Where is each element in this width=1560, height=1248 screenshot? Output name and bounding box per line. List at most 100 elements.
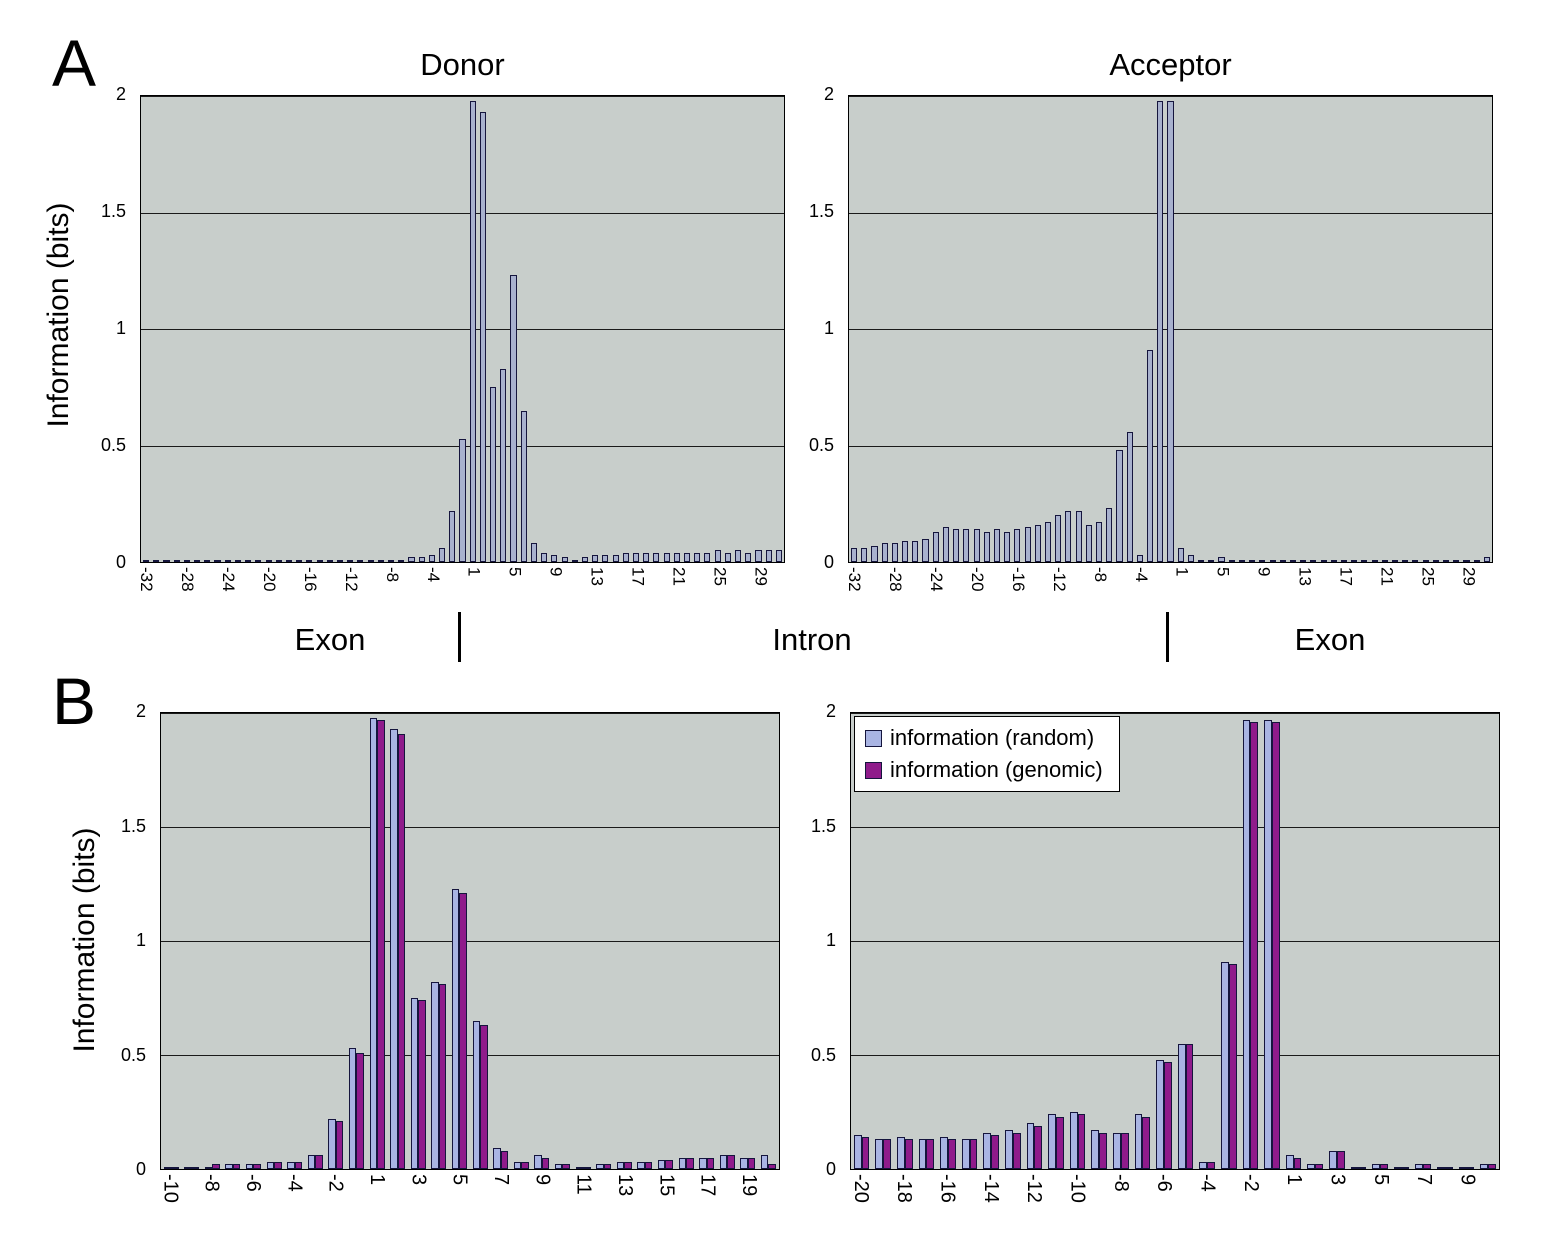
acceptor-comparison-bar: [875, 1139, 884, 1169]
donor-bar: [469, 100, 476, 562]
x-tick-label: 17: [696, 1174, 719, 1197]
donor-bar: [653, 552, 660, 562]
x-tick-label: 13: [587, 567, 607, 586]
donor-bar: [204, 559, 211, 562]
donor-y-axis: 0 0.5 1 1.5 2: [84, 84, 134, 572]
acceptor-bar: [1177, 548, 1184, 562]
acceptor-bar: [1351, 559, 1358, 562]
x-tick-label: 17: [628, 567, 648, 586]
acceptor-comparison-bar: [1444, 1166, 1453, 1169]
acceptor-bar: [1381, 559, 1388, 562]
donor-comparison-bar: [727, 1155, 735, 1169]
donor-comparison-bar: [212, 1164, 220, 1169]
donor-comparison-bar: [377, 719, 385, 1169]
donor-comparison-bar: [493, 1148, 501, 1169]
acceptor-comparison-bar: [1199, 1162, 1208, 1169]
donor-comparison-bar: [740, 1157, 748, 1169]
donor-bar: [439, 548, 446, 562]
donor-comparison-bar: [665, 1159, 673, 1169]
donor-comparison-bar: [644, 1162, 653, 1169]
acceptor-comparison-bar: [1113, 1132, 1121, 1169]
acceptor-comparison-bar: [1221, 961, 1229, 1169]
acceptor-bar: [1432, 559, 1439, 562]
donor-comparison-plot-area: [160, 712, 780, 1170]
acceptor-bar: [1034, 524, 1041, 562]
acceptor-bar: [1391, 559, 1399, 562]
acceptor-comparison-bar: [1329, 1150, 1337, 1169]
acceptor-comparison-bar: [1379, 1164, 1388, 1169]
donor-comparison-bar: [534, 1155, 542, 1169]
acceptor-bar: [1238, 559, 1245, 562]
acceptor-comparison-bar: [1120, 1132, 1129, 1169]
x-tick-label: -4: [1131, 567, 1151, 583]
x-tick-label: 9: [546, 567, 566, 577]
donor-bar: [336, 559, 344, 562]
x-tick-label: 17: [1336, 567, 1356, 586]
acceptor-bar: [963, 529, 970, 562]
acceptor-comparison-bar: [1336, 1150, 1345, 1169]
y-tick-label: 0.5: [100, 435, 126, 455]
acceptor-comparison-bar: [1142, 1116, 1151, 1169]
donor-bar: [296, 559, 303, 562]
donor-bar: [459, 438, 466, 562]
acceptor-comparison-bar: [1099, 1132, 1107, 1169]
acceptor-chart: Acceptor 0 0.5 1 1.5 2 -32 -28 -24 -20 -16 -12 -8 -…: [809, 47, 1493, 592]
donor-bar: [418, 557, 425, 562]
x-tick-label: -16: [1008, 567, 1028, 592]
acceptor-bar: [1412, 559, 1419, 562]
donor-comparison-bar: [706, 1157, 715, 1169]
acceptor-comparison-bar: [1393, 1166, 1402, 1169]
donor-comparison-bar: [575, 1166, 584, 1169]
acceptor-comparison-bar: [861, 1137, 870, 1169]
legend-swatch-random: [865, 729, 882, 747]
y-tick-label: 1: [135, 930, 146, 950]
acceptor-comparison-bar: [983, 1132, 992, 1169]
acceptor-comparison-bar: [1480, 1164, 1488, 1169]
acceptor-bar: [1279, 559, 1286, 562]
donor-bar: [714, 550, 721, 562]
donor-bar: [285, 559, 293, 562]
x-tick-label: -12: [341, 567, 361, 592]
x-tick-label: 1: [464, 567, 484, 577]
acceptor-comparison-bar: [1048, 1114, 1056, 1169]
y-tick-label: 2: [825, 701, 836, 721]
acceptor-bar: [1289, 559, 1297, 562]
acceptor-bar: [1055, 515, 1062, 562]
acceptor-bar: [922, 538, 929, 562]
legend-item-random: information (random): [865, 725, 1103, 751]
acceptor-bar: [983, 531, 990, 562]
legend: information (random) information (genomi…: [854, 716, 1120, 792]
donor-comparison-bar: [163, 1166, 172, 1169]
donor-bar: [510, 275, 517, 562]
acceptor-y-axis: 0 0.5 1 1.5 2: [792, 84, 842, 572]
acceptor-bar: [851, 548, 858, 562]
gridline: [161, 941, 779, 942]
donor-comparison-bar: [616, 1162, 625, 1169]
donor-comparison-bar: [315, 1155, 323, 1169]
legend-item-genomic: information (genomic): [865, 757, 1103, 783]
donor-bar: [775, 550, 782, 562]
acceptor-comparison-bar: [1228, 963, 1237, 1169]
acceptor-comparison-bar: [1423, 1164, 1431, 1169]
acceptor-bar: [891, 543, 898, 562]
legend-swatch-genomic: [865, 761, 882, 779]
donor-comparison-y-axis: 0 0.5 1 1.5 2: [104, 701, 154, 1179]
x-tick-label: -16: [300, 567, 320, 592]
y-tick-label: 0.5: [810, 1044, 836, 1065]
donor-chart-title: Donor: [420, 47, 505, 82]
donor-comparison-bar: [171, 1166, 179, 1169]
y-axis-title-panel-a: Information (bits): [42, 202, 75, 428]
donor-comparison-bar: [431, 982, 439, 1169]
donor-bar: [643, 552, 650, 562]
acceptor-comparison-bar: [1207, 1162, 1215, 1169]
acceptor-bar: [1453, 559, 1460, 562]
donor-comparison-bar: [603, 1164, 612, 1169]
donor-bar: [622, 552, 629, 562]
x-tick-label: 1: [1172, 567, 1192, 577]
acceptor-plot-area: [848, 95, 1493, 563]
acceptor-bar: [1249, 559, 1256, 562]
donor-bar: [153, 559, 160, 562]
x-tick-label: -28: [886, 567, 906, 592]
y-tick-label: 1.5: [810, 815, 836, 836]
